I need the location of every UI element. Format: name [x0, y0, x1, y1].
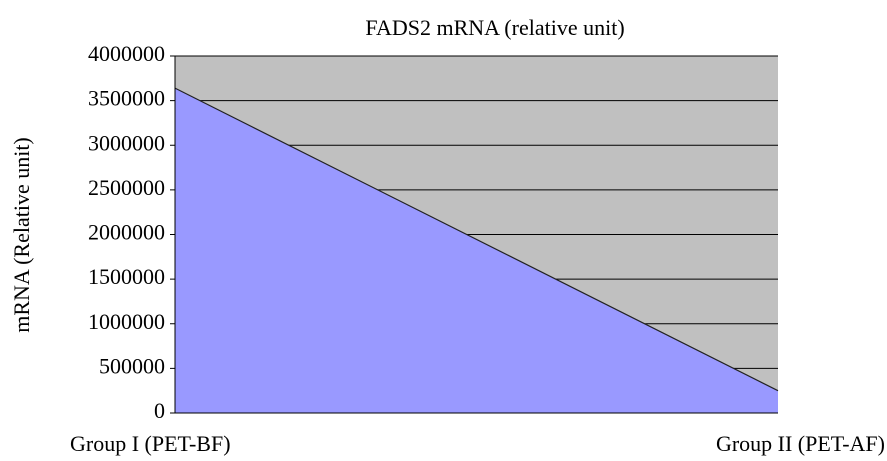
- y-tick-label: 3000000: [88, 130, 165, 155]
- y-tick-label: 1000000: [88, 309, 165, 334]
- y-tick-label: 2500000: [88, 175, 165, 200]
- area: [175, 88, 778, 413]
- y-tick-label: 3500000: [88, 86, 165, 111]
- x-tick-label: Group I (PET-BF): [70, 431, 231, 456]
- chart-title: FADS2 mRNA (relative unit): [365, 15, 624, 40]
- y-tick-label: 500000: [99, 353, 165, 378]
- y-tick-label: 2000000: [88, 220, 165, 245]
- y-axis-label: mRNA (Relative unit): [9, 137, 34, 333]
- y-tick-label: 0: [154, 398, 165, 423]
- y-tick-label: 4000000: [88, 41, 165, 66]
- x-tick-label: Group II (PET-AF): [716, 431, 885, 456]
- area-line: [174, 87, 779, 392]
- y-tick-label: 1500000: [88, 264, 165, 289]
